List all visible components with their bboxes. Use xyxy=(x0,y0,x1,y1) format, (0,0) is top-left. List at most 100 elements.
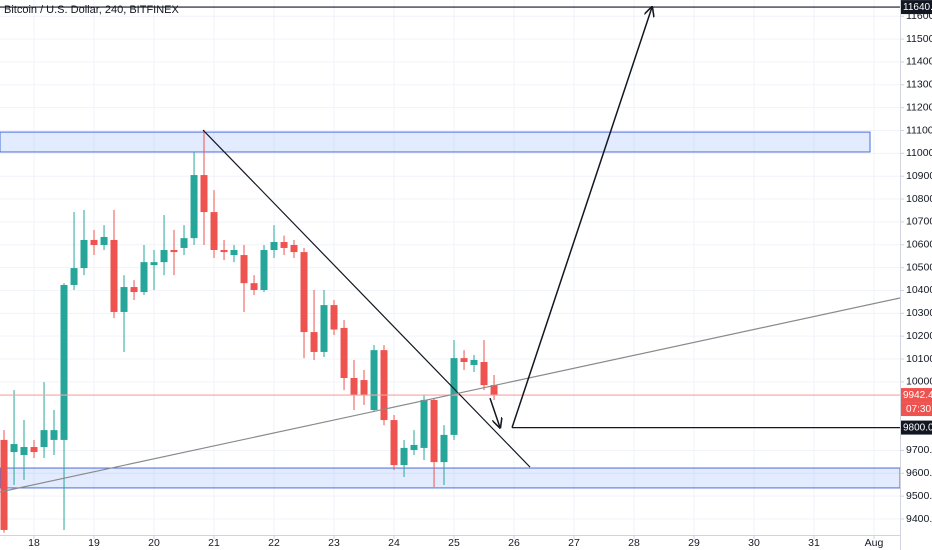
y-tick-label: 10100.0 xyxy=(906,353,932,365)
y-tick-label: 11300.0 xyxy=(906,79,932,91)
candle-body xyxy=(380,350,388,421)
candle-body xyxy=(20,447,28,456)
price-label-box xyxy=(901,0,932,15)
plot-area xyxy=(0,0,901,535)
candle-body xyxy=(110,239,118,312)
y-tick-label: 10700.0 xyxy=(906,216,932,228)
y-tick-label: 10600.0 xyxy=(906,239,932,251)
x-tick-label: 18 xyxy=(28,537,40,549)
candle-body xyxy=(220,250,228,253)
price-label-box xyxy=(901,420,932,435)
candle-body xyxy=(360,380,368,396)
candle-body xyxy=(430,399,438,463)
candle-body xyxy=(0,439,8,530)
candle-body xyxy=(260,250,268,291)
y-tick-label: 10000.0 xyxy=(906,376,932,388)
x-tick-label: 23 xyxy=(328,537,340,549)
candle-body xyxy=(310,332,318,352)
countdown-box xyxy=(901,402,932,417)
x-tick-label: 25 xyxy=(448,537,460,549)
zone xyxy=(0,131,871,153)
candle-body xyxy=(120,287,128,312)
y-tick-label: 10500.0 xyxy=(906,261,932,273)
candle-body xyxy=(170,250,178,253)
zone xyxy=(0,467,901,489)
candle-body xyxy=(280,242,288,248)
x-tick-label: 24 xyxy=(388,537,400,549)
y-tick-label: 9400.0 xyxy=(906,513,932,525)
x-tick-label: 22 xyxy=(268,537,280,549)
price-label: 9800.0 xyxy=(903,423,932,434)
candle-body xyxy=(50,430,58,440)
y-tick-label: 11200.0 xyxy=(906,101,932,113)
candle-body xyxy=(30,447,38,453)
y-tick-label: 11000.0 xyxy=(906,147,932,159)
candle-body xyxy=(150,262,158,266)
x-tick-label: 26 xyxy=(508,537,520,549)
y-tick-label: 9700.0 xyxy=(906,444,932,456)
x-tick-label: 28 xyxy=(628,537,640,549)
candle-body xyxy=(410,444,418,450)
candle-body xyxy=(250,283,258,291)
price-label: 11640.0 xyxy=(903,2,932,13)
candle-body xyxy=(80,239,88,269)
x-tick-label: 20 xyxy=(148,537,160,549)
candle-body xyxy=(180,238,188,248)
x-tick-label: 21 xyxy=(208,537,220,549)
candle-body xyxy=(400,447,408,466)
candle-body xyxy=(390,420,398,466)
candle-body xyxy=(300,252,308,333)
x-tick-label: Aug xyxy=(865,537,884,549)
candle-body xyxy=(440,434,448,463)
drawn-line xyxy=(0,297,901,493)
drawn-line xyxy=(202,129,531,468)
y-tick-label: 11100.0 xyxy=(906,124,932,136)
y-tick-label: 10900.0 xyxy=(906,170,932,182)
candle-body xyxy=(90,239,98,245)
y-tick-label: 11500.0 xyxy=(906,33,932,45)
y-tick-label: 10300.0 xyxy=(906,307,932,319)
candle-body xyxy=(230,250,238,256)
y-tick-label: 10400.0 xyxy=(906,284,932,296)
candle-body xyxy=(160,250,168,263)
candle-body xyxy=(490,385,498,396)
candle-body xyxy=(40,430,48,448)
countdown: 07:30 xyxy=(906,404,931,415)
y-tick-label: 9500.0 xyxy=(906,490,932,502)
candle-body xyxy=(470,359,478,365)
candle-body xyxy=(330,305,338,330)
x-tick-label: 31 xyxy=(808,537,820,549)
candle-body xyxy=(320,305,328,352)
y-tick-label: 10800.0 xyxy=(906,193,932,205)
y-tick-label: 10200.0 xyxy=(906,330,932,342)
candle-body xyxy=(480,361,488,386)
candle-body xyxy=(340,327,348,378)
x-tick-label: 27 xyxy=(568,537,580,549)
candle-body xyxy=(240,255,248,284)
candle-body xyxy=(70,268,78,285)
candle-body xyxy=(290,244,298,253)
candle-body xyxy=(10,444,18,453)
candle-body xyxy=(420,399,428,448)
candle-body xyxy=(60,284,68,440)
candle-body xyxy=(100,236,108,245)
candle-body xyxy=(140,262,148,293)
candle-body xyxy=(350,377,358,396)
x-tick-label: 29 xyxy=(688,537,700,549)
x-tick-label: 30 xyxy=(748,537,760,549)
y-tick-label: 9600.0 xyxy=(906,467,932,479)
price-label-box xyxy=(901,388,932,403)
candle-body xyxy=(130,287,138,293)
chart-title: Bitcoin / U.S. Dollar, 240, BITFINEX xyxy=(4,4,180,16)
arrow xyxy=(511,7,652,428)
price-label: 9942.4 xyxy=(903,390,932,401)
candle-body xyxy=(190,175,198,239)
candle-body xyxy=(210,212,218,251)
arrow xyxy=(489,397,500,427)
candle-body xyxy=(460,358,468,362)
y-tick-label: 11400.0 xyxy=(906,56,932,68)
candle-body xyxy=(270,242,278,251)
candle-body xyxy=(370,350,378,410)
candle-body xyxy=(200,175,208,213)
